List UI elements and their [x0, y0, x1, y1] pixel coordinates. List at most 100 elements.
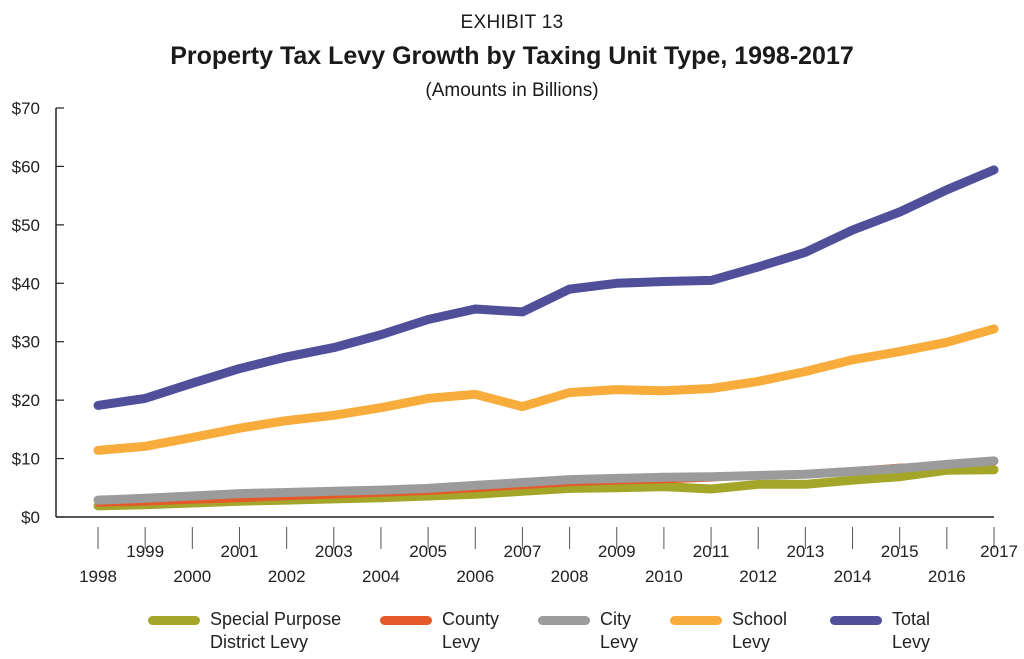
y-tick-label: $30: [12, 333, 40, 352]
data-point: [663, 476, 665, 478]
y-tick-label: $40: [12, 274, 40, 293]
y-tick-label: $70: [12, 99, 40, 118]
chart-title: Property Tax Levy Growth by Taxing Unit …: [170, 42, 854, 70]
data-point: [993, 328, 995, 330]
data-point: [946, 189, 948, 191]
data-point: [144, 397, 146, 399]
data-point: [710, 488, 712, 490]
data-point: [757, 380, 759, 382]
series-line: [93, 324, 999, 455]
data-point: [474, 484, 476, 486]
series-layer: [93, 165, 999, 511]
data-point: [286, 491, 288, 493]
data-point: [380, 489, 382, 491]
data-point: [757, 475, 759, 477]
legend-item: Total Levy: [830, 608, 930, 654]
data-point: [757, 483, 759, 485]
data-point: [333, 347, 335, 349]
x-tick-label: 2006: [456, 567, 494, 586]
x-tick-label: 2017: [980, 542, 1018, 561]
data-point: [97, 404, 99, 406]
x-tick-label: 2010: [645, 567, 683, 586]
data-point: [804, 473, 806, 475]
data-point: [427, 397, 429, 399]
data-point: [521, 490, 523, 492]
legend-label: Special Purpose District Levy: [210, 609, 342, 652]
x-tick-label: 2001: [221, 542, 259, 561]
data-point: [569, 392, 571, 394]
data-point: [521, 311, 523, 313]
data-point: [899, 351, 901, 353]
data-point: [663, 281, 665, 283]
data-point: [427, 495, 429, 497]
x-tick-label: 2013: [786, 542, 824, 561]
data-point: [380, 497, 382, 499]
data-point: [333, 498, 335, 500]
x-tick-label: 2004: [362, 567, 400, 586]
data-point: [899, 211, 901, 213]
x-tick-label: 1999: [126, 542, 164, 561]
data-point: [899, 468, 901, 470]
data-point: [521, 406, 523, 408]
data-point: [238, 499, 240, 501]
series-line: [93, 165, 999, 410]
data-point: [993, 169, 995, 171]
data-point: [380, 334, 382, 336]
data-point: [427, 487, 429, 489]
y-tick-label: $50: [12, 216, 40, 235]
x-tick-label: 2005: [409, 542, 447, 561]
data-point: [97, 499, 99, 501]
x-tick-label: 2011: [693, 542, 730, 561]
legend-swatch: [830, 616, 882, 625]
y-tick-label: $10: [12, 450, 40, 469]
chart-subtitle: (Amounts in Billions): [425, 80, 599, 101]
chart-legend: Special Purpose District Levy County Levy…: [0, 608, 1024, 658]
x-tick-label: 2008: [551, 567, 589, 586]
x-tick-label: 2009: [598, 542, 636, 561]
chart-axes: $0 $10 $20 $30 $40 $50 $60 $70 1998 1999 2000 2001 2…: [12, 99, 1018, 586]
data-point: [569, 288, 571, 290]
data-point: [191, 495, 193, 497]
data-point: [710, 387, 712, 389]
legend-swatch: [538, 616, 590, 625]
data-point: [804, 251, 806, 253]
data-point: [946, 341, 948, 343]
legend-label: School Levy: [732, 609, 788, 652]
data-point: [993, 460, 995, 462]
data-point: [852, 359, 854, 361]
data-point: [474, 493, 476, 495]
data-point: [569, 479, 571, 481]
data-point: [474, 308, 476, 310]
data-point: [852, 479, 854, 481]
y-tick-label: $0: [21, 508, 40, 527]
data-point: [521, 482, 523, 484]
data-point: [333, 496, 335, 498]
exhibit-label: EXHIBIT 13: [460, 12, 564, 33]
x-tick-label: 2016: [928, 567, 966, 586]
x-tick-label: 2002: [268, 567, 306, 586]
legend-label: Total Levy: [892, 609, 931, 652]
data-point: [852, 229, 854, 231]
legend-item: Special Purpose District Levy: [148, 608, 341, 654]
y-tick-label: $20: [12, 391, 40, 410]
x-tick-label: 2007: [504, 542, 542, 561]
x-tick-label: 2014: [834, 567, 872, 586]
data-point: [474, 393, 476, 395]
data-point: [569, 487, 571, 489]
legend-label: County Levy: [442, 609, 500, 652]
data-point: [899, 476, 901, 478]
data-point: [286, 497, 288, 499]
data-point: [333, 414, 335, 416]
data-point: [144, 445, 146, 447]
legend-item: School Levy: [670, 608, 787, 654]
data-point: [757, 266, 759, 268]
data-point: [616, 477, 618, 479]
data-point: [191, 382, 193, 384]
legend-swatch: [148, 616, 200, 625]
data-point: [286, 420, 288, 422]
data-point: [663, 486, 665, 488]
series-line: [93, 456, 999, 505]
x-tick-label: 2015: [881, 542, 919, 561]
y-tick-label: $60: [12, 157, 40, 176]
data-point: [616, 389, 618, 391]
